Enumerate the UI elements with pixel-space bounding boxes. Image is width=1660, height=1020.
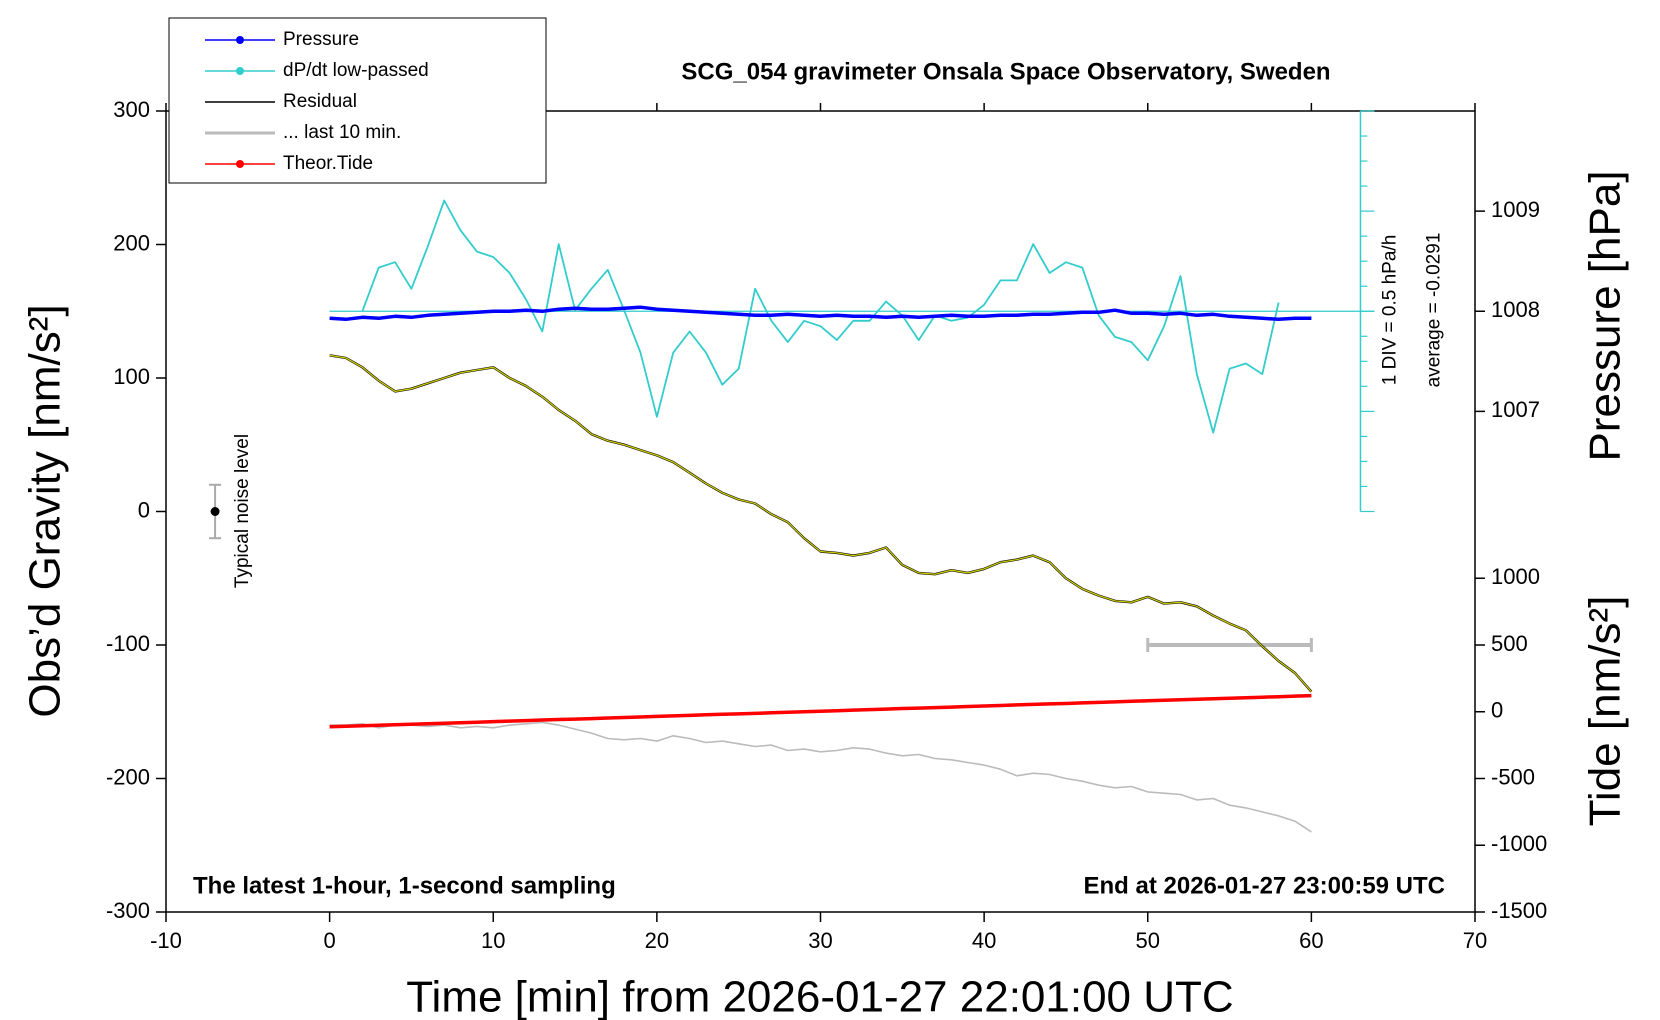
x-tick-label: 40 [972, 928, 996, 953]
x-tick-label: 60 [1299, 928, 1323, 953]
y-tick-label: 100 [113, 364, 150, 389]
x-tick-label: 30 [808, 928, 832, 953]
legend-marker [236, 36, 244, 44]
dpdt-average-label: average = -0.0291 [1423, 233, 1444, 388]
legend-label: Theor.Tide [283, 153, 373, 174]
legend-marker [236, 67, 244, 75]
x-tick-label: 70 [1463, 928, 1487, 953]
pressure-tick-label: 1007 [1491, 397, 1540, 422]
dpdt-division-note: 1 DIV = 0.5 hPa/h [1379, 235, 1400, 386]
pressure-axis-label: Pressure [hPa] [1581, 170, 1630, 461]
legend-label: dP/dt low-passed [283, 60, 429, 81]
x-tick-label: 50 [1136, 928, 1160, 953]
x-axis-label: Time [min] from 2026-01-27 22:01:00 UTC [406, 973, 1233, 1020]
x-tick-label: -10 [150, 928, 182, 953]
legend-marker [236, 160, 244, 168]
pressure-tick-label: 1009 [1491, 197, 1540, 222]
x-tick-label: 20 [645, 928, 669, 953]
legend: Pressure dP/dt low-passed Residual ... last… [168, 17, 547, 184]
tide-tick-label: -500 [1491, 764, 1535, 789]
tide-tick-label: -1000 [1491, 831, 1547, 856]
y-tick-label: 300 [113, 97, 150, 122]
chart-title: SCG_054 gravimeter Onsala Space Observat… [681, 58, 1330, 85]
y-axis-label: Obs’d Gravity [nm/s²] [21, 304, 70, 717]
note-right: End at 2026-01-27 23:00:59 UTC [1084, 872, 1446, 899]
y-tick-label: 0 [138, 497, 150, 522]
note-left: The latest 1-hour, 1-second sampling [193, 872, 616, 899]
series-line [329, 693, 1312, 729]
tide-tick-label: 1000 [1491, 564, 1540, 589]
pressure-tick-label: 1008 [1491, 297, 1540, 322]
legend-box [168, 17, 547, 184]
legend-label: ... last 10 min. [283, 122, 401, 143]
series-line [329, 721, 1312, 833]
tide-axis-label: Tide [nm/s²] [1581, 596, 1630, 827]
series-line [329, 305, 1312, 322]
plot-frame [165, 110, 1476, 913]
tide-tick-label: 500 [1491, 631, 1528, 656]
y-tick-label: -100 [106, 631, 150, 656]
y-tick-label: -300 [106, 898, 150, 923]
legend-label: Residual [283, 91, 357, 112]
tide-tick-label: -1500 [1491, 898, 1547, 923]
series-line-overlay [329, 354, 1312, 693]
x-tick-label: 10 [481, 928, 505, 953]
noise-point [210, 507, 220, 516]
tide-tick-label: 0 [1491, 698, 1503, 723]
legend-label: Pressure [283, 29, 359, 50]
series-line [361, 199, 1280, 434]
y-tick-label: 200 [113, 230, 150, 255]
series-line [329, 354, 1313, 693]
x-tick-label: 0 [324, 928, 336, 953]
noise-label: Typical noise level [232, 434, 253, 588]
y-tick-label: -200 [106, 764, 150, 789]
